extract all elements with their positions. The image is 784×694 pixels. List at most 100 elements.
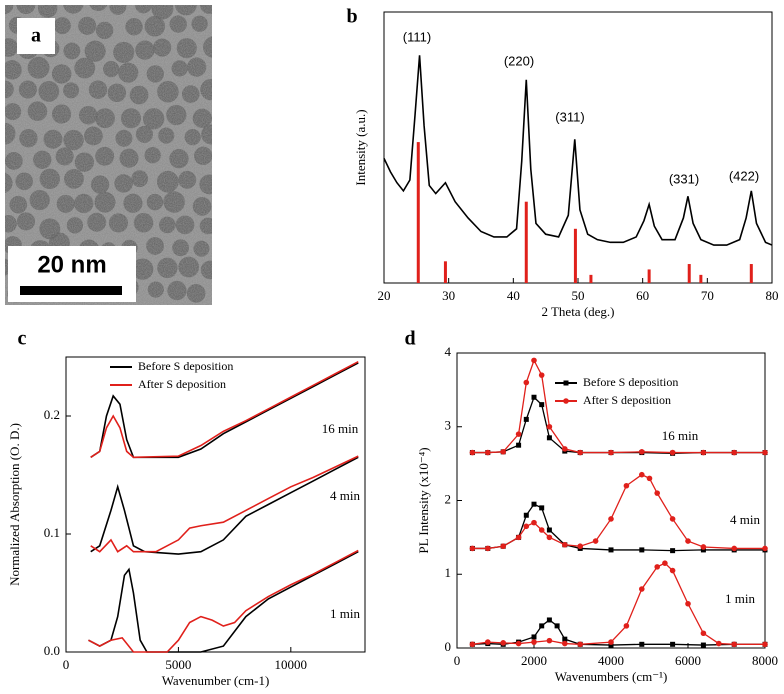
- data-marker: [546, 435, 552, 441]
- y-axis-label: Intensity (a.u.): [353, 109, 368, 185]
- data-marker: [523, 379, 530, 386]
- tem-image: [5, 5, 237, 305]
- scale-bar: [20, 286, 122, 295]
- panel-label: b: [346, 6, 357, 28]
- x-tick-label: 6000: [675, 653, 701, 668]
- legend-label: Before S deposition: [583, 375, 678, 389]
- data-marker: [531, 501, 537, 507]
- annotation: (111): [403, 29, 431, 44]
- data-marker: [554, 623, 560, 629]
- data-marker: [531, 394, 537, 400]
- nanoparticle: [212, 19, 232, 39]
- data-marker: [538, 372, 545, 378]
- data-marker: [639, 586, 645, 592]
- panel-label: d: [404, 328, 415, 350]
- data-line: [90, 455, 359, 553]
- data-marker: [639, 449, 645, 455]
- x-tick-label: 70: [701, 288, 714, 303]
- data-marker: [469, 545, 476, 552]
- data-marker: [646, 475, 653, 482]
- data-marker: [716, 640, 722, 647]
- data-marker: [500, 543, 507, 550]
- data-marker: [670, 641, 676, 647]
- label-box: [17, 18, 55, 54]
- data-marker: [577, 543, 583, 550]
- reference-stick: [589, 274, 593, 283]
- scale-bar-label: 20 nm: [37, 251, 106, 278]
- legend-marker: [563, 380, 569, 386]
- x-tick-label: 40: [507, 288, 520, 303]
- data-marker: [700, 630, 707, 637]
- data-marker: [577, 449, 583, 456]
- data-marker: [762, 641, 768, 648]
- legend-label: After S deposition: [583, 393, 671, 407]
- data-marker: [669, 449, 676, 456]
- annotation: 16 min: [662, 428, 699, 443]
- annotation: (220): [504, 53, 534, 68]
- legend-label: Before S deposition: [138, 359, 233, 373]
- data-marker: [623, 623, 630, 629]
- data-marker: [485, 449, 491, 456]
- legend-marker: [563, 398, 569, 404]
- data-marker: [592, 538, 599, 544]
- nanoparticle: [217, 65, 234, 82]
- data-marker: [700, 547, 706, 553]
- y-tick-label: 4: [445, 344, 452, 359]
- x-tick-label: 0: [63, 657, 70, 672]
- nanoparticle: [216, 106, 237, 127]
- data-marker: [639, 471, 645, 478]
- y-tick-label: 0.0: [44, 643, 60, 658]
- nanoparticle: [211, 243, 212, 245]
- data-marker: [654, 564, 660, 570]
- data-marker: [608, 639, 614, 645]
- annotation: (311): [555, 109, 584, 124]
- data-marker: [546, 637, 553, 644]
- nanoparticle: [218, 194, 235, 211]
- data-marker: [685, 538, 691, 544]
- data-marker: [762, 545, 768, 552]
- data-line: [90, 361, 359, 459]
- data-line: [472, 503, 765, 552]
- reference-stick: [647, 269, 651, 283]
- x-tick-label: 80: [766, 288, 779, 303]
- data-line: [472, 358, 765, 454]
- x-tick-label: 5000: [165, 657, 191, 672]
- data-marker: [654, 490, 660, 496]
- data-marker: [662, 560, 668, 566]
- data-marker: [538, 527, 545, 533]
- data-line: [88, 550, 359, 653]
- data-line: [383, 55, 773, 246]
- x-tick-label: 10000: [275, 657, 308, 672]
- data-marker: [523, 512, 529, 518]
- data-marker: [539, 623, 545, 629]
- reference-stick: [443, 261, 447, 283]
- data-marker: [539, 505, 545, 511]
- data-marker: [700, 449, 707, 456]
- data-marker: [669, 516, 676, 522]
- y-tick-label: 0: [445, 639, 452, 654]
- data-marker: [639, 641, 645, 647]
- reference-stick: [687, 264, 691, 283]
- data-marker: [531, 357, 537, 364]
- reference-stick: [524, 201, 528, 283]
- data-marker: [531, 634, 537, 640]
- data-marker: [515, 431, 522, 437]
- data-marker: [469, 641, 476, 648]
- annotation: 4 min: [330, 488, 360, 503]
- data-marker: [485, 639, 491, 645]
- data-line: [88, 549, 359, 653]
- reference-stick: [573, 228, 577, 283]
- y-tick-label: 0.1: [44, 525, 60, 540]
- data-marker: [639, 547, 645, 553]
- data-line: [472, 562, 765, 645]
- y-tick-label: 0.2: [44, 407, 60, 422]
- annotation: 16 min: [322, 421, 359, 436]
- data-marker: [731, 545, 737, 552]
- data-marker: [500, 640, 507, 646]
- data-marker: [670, 548, 676, 554]
- data-marker: [685, 600, 691, 607]
- data-marker: [608, 516, 614, 522]
- data-marker: [515, 534, 522, 541]
- x-tick-label: 4000: [598, 653, 624, 668]
